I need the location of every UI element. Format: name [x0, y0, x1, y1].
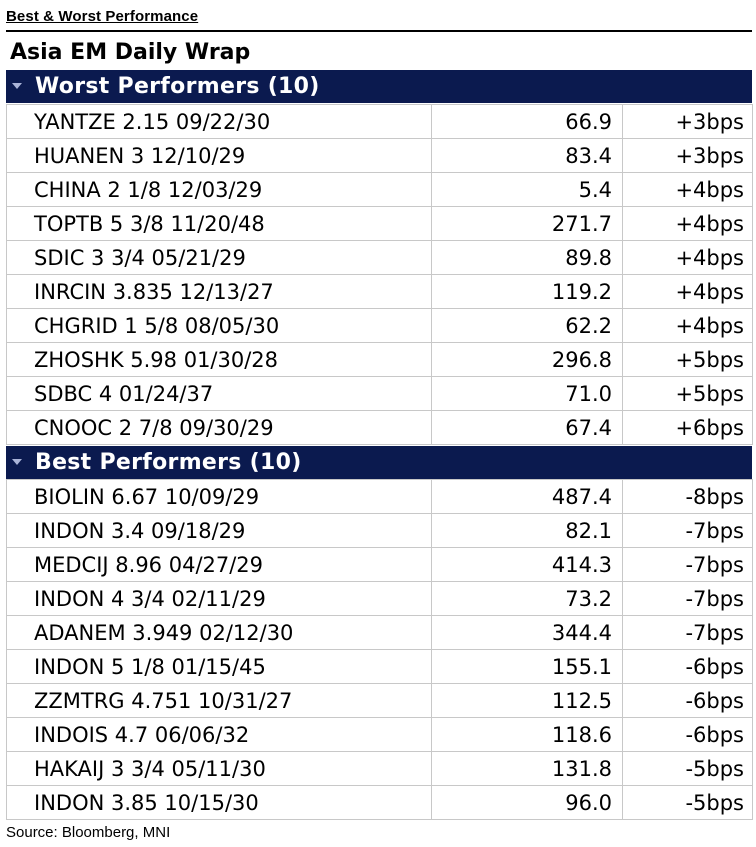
change-cell: +4bps [622, 240, 753, 275]
table-row: YANTZE 2.15 09/22/30 66.9 +3bps [6, 104, 753, 139]
best-performers-table: BIOLIN 6.67 10/09/29 487.4 -8bps INDON 3.4 … [6, 479, 753, 820]
change-cell: +5bps [622, 342, 753, 377]
bond-name-cell: CNOOC 2 7/8 09/30/29 [6, 410, 432, 445]
change-cell: +5bps [622, 376, 753, 411]
title-divider [6, 30, 752, 32]
bond-name-cell: SDBC 4 01/24/37 [6, 376, 432, 411]
table-row: INDON 3.85 10/15/30 96.0 -5bps [6, 785, 753, 820]
bond-name-cell: HUANEN 3 12/10/29 [6, 138, 432, 173]
bond-name-cell: CHINA 2 1/8 12/03/29 [6, 172, 432, 207]
bond-name-cell: CHGRID 1 5/8 08/05/30 [6, 308, 432, 343]
price-cell: 131.8 [431, 751, 623, 786]
change-cell: +4bps [622, 206, 753, 241]
price-cell: 83.4 [431, 138, 623, 173]
collapse-arrow-icon[interactable] [12, 459, 22, 465]
change-cell: -7bps [622, 513, 753, 548]
bond-name-cell: INDOIS 4.7 06/06/32 [6, 717, 432, 752]
bond-name-cell: HAKAIJ 3 3/4 05/11/30 [6, 751, 432, 786]
bond-name-cell: TOPTB 5 3/8 11/20/48 [6, 206, 432, 241]
table-row: INDON 5 1/8 01/15/45 155.1 -6bps [6, 649, 753, 684]
bond-name-cell: INDON 4 3/4 02/11/29 [6, 581, 432, 616]
table-row: TOPTB 5 3/8 11/20/48 271.7 +4bps [6, 206, 753, 241]
price-cell: 118.6 [431, 717, 623, 752]
bond-name-cell: YANTZE 2.15 09/22/30 [6, 104, 432, 139]
table-row: HAKAIJ 3 3/4 05/11/30 131.8 -5bps [6, 751, 753, 786]
change-cell: -5bps [622, 785, 753, 820]
change-cell: +4bps [622, 274, 753, 309]
best-performers-header[interactable]: Best Performers (10) [6, 446, 752, 479]
price-cell: 296.8 [431, 342, 623, 377]
collapse-arrow-icon[interactable] [12, 83, 22, 89]
change-cell: -7bps [622, 581, 753, 616]
table-row: INDOIS 4.7 06/06/32 118.6 -6bps [6, 717, 753, 752]
bond-name-cell: MEDCIJ 8.96 04/27/29 [6, 547, 432, 582]
worst-performers-header[interactable]: Worst Performers (10) [6, 70, 752, 103]
price-cell: 96.0 [431, 785, 623, 820]
best-performers-label: Best Performers (10) [35, 450, 302, 475]
table-row: HUANEN 3 12/10/29 83.4 +3bps [6, 138, 753, 173]
table-title: Asia EM Daily Wrap [10, 40, 251, 65]
table-row: INRCIN 3.835 12/13/27 119.2 +4bps [6, 274, 753, 309]
bond-name-cell: INDON 3.4 09/18/29 [6, 513, 432, 548]
best-performers-body: BIOLIN 6.67 10/09/29 487.4 -8bps INDON 3.4 … [6, 479, 753, 820]
bond-name-cell: INRCIN 3.835 12/13/27 [6, 274, 432, 309]
price-cell: 62.2 [431, 308, 623, 343]
bond-name-cell: SDIC 3 3/4 05/21/29 [6, 240, 432, 275]
worst-performers-body: YANTZE 2.15 09/22/30 66.9 +3bps HUANEN 3 12… [6, 104, 753, 445]
table-row: CHINA 2 1/8 12/03/29 5.4 +4bps [6, 172, 753, 207]
bond-name-cell: INDON 3.85 10/15/30 [6, 785, 432, 820]
change-cell: +3bps [622, 138, 753, 173]
change-cell: -7bps [622, 547, 753, 582]
change-cell: +3bps [622, 104, 753, 139]
price-cell: 487.4 [431, 479, 623, 514]
table-row: ADANEM 3.949 02/12/30 344.4 -7bps [6, 615, 753, 650]
worst-performers-label: Worst Performers (10) [35, 74, 320, 99]
bond-name-cell: BIOLIN 6.67 10/09/29 [6, 479, 432, 514]
bond-name-cell: ZZMTRG 4.751 10/31/27 [6, 683, 432, 718]
price-cell: 82.1 [431, 513, 623, 548]
table-row: INDON 4 3/4 02/11/29 73.2 -7bps [6, 581, 753, 616]
price-cell: 67.4 [431, 410, 623, 445]
table-row: CNOOC 2 7/8 09/30/29 67.4 +6bps [6, 410, 753, 445]
change-cell: -6bps [622, 649, 753, 684]
table-row: INDON 3.4 09/18/29 82.1 -7bps [6, 513, 753, 548]
bond-name-cell: INDON 5 1/8 01/15/45 [6, 649, 432, 684]
bond-name-cell: ZHOSHK 5.98 01/30/28 [6, 342, 432, 377]
change-cell: -7bps [622, 615, 753, 650]
change-cell: -5bps [622, 751, 753, 786]
report-title: Best & Worst Performance [6, 8, 199, 25]
table-row: MEDCIJ 8.96 04/27/29 414.3 -7bps [6, 547, 753, 582]
table-row: SDBC 4 01/24/37 71.0 +5bps [6, 376, 753, 411]
price-cell: 71.0 [431, 376, 623, 411]
change-cell: -8bps [622, 479, 753, 514]
price-cell: 89.8 [431, 240, 623, 275]
price-cell: 119.2 [431, 274, 623, 309]
price-cell: 271.7 [431, 206, 623, 241]
source-note: Source: Bloomberg, MNI [6, 824, 171, 841]
table-row: CHGRID 1 5/8 08/05/30 62.2 +4bps [6, 308, 753, 343]
change-cell: +4bps [622, 308, 753, 343]
change-cell: -6bps [622, 717, 753, 752]
price-cell: 344.4 [431, 615, 623, 650]
bond-name-cell: ADANEM 3.949 02/12/30 [6, 615, 432, 650]
table-row: BIOLIN 6.67 10/09/29 487.4 -8bps [6, 479, 753, 514]
change-cell: -6bps [622, 683, 753, 718]
price-cell: 414.3 [431, 547, 623, 582]
worst-performers-table: YANTZE 2.15 09/22/30 66.9 +3bps HUANEN 3 12… [6, 104, 753, 445]
price-cell: 112.5 [431, 683, 623, 718]
table-row: ZHOSHK 5.98 01/30/28 296.8 +5bps [6, 342, 753, 377]
price-cell: 66.9 [431, 104, 623, 139]
change-cell: +4bps [622, 172, 753, 207]
table-row: ZZMTRG 4.751 10/31/27 112.5 -6bps [6, 683, 753, 718]
change-cell: +6bps [622, 410, 753, 445]
price-cell: 5.4 [431, 172, 623, 207]
table-row: SDIC 3 3/4 05/21/29 89.8 +4bps [6, 240, 753, 275]
price-cell: 73.2 [431, 581, 623, 616]
price-cell: 155.1 [431, 649, 623, 684]
